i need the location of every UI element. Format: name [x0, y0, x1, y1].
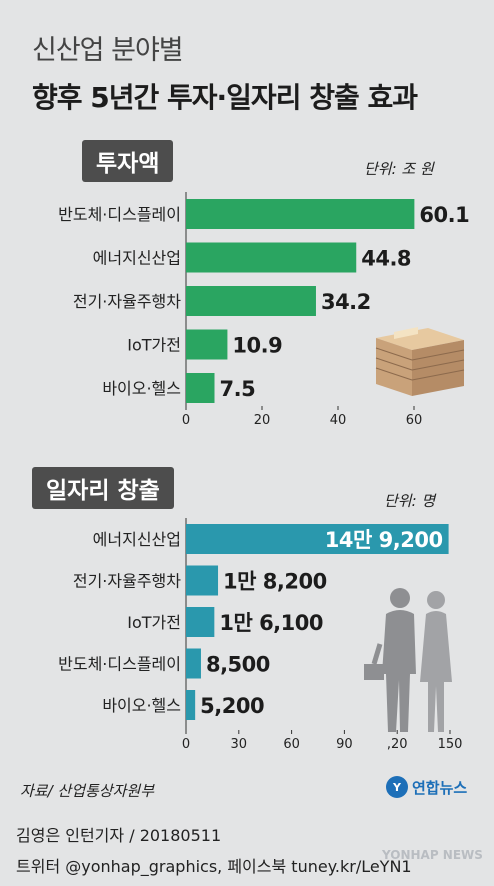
social-line: 트위터 @yonhap_graphics, 페이스북 tuney.kr/LeYN…	[16, 857, 412, 876]
category-label: 에너지신산업	[93, 530, 181, 549]
value-label: 5,200	[200, 694, 264, 718]
value-label: 1만 6,100	[219, 611, 323, 635]
jobs-unit-label: 단위: 명	[384, 492, 436, 510]
jobs-section-label: 일자리 창출	[32, 467, 174, 509]
value-label: 34.2	[321, 290, 371, 314]
headline: 신산업 분야별	[32, 35, 184, 66]
bar	[186, 242, 357, 273]
bar	[186, 690, 196, 720]
value-label: 7.5	[220, 377, 256, 401]
category-label: 반도체·디스플레이	[58, 655, 181, 674]
category-label: IoT가전	[127, 613, 181, 632]
category-label: 바이오·헬스	[102, 696, 181, 715]
source-note: 자료/ 산업통상자원부	[20, 782, 155, 800]
x-tick-label: 60	[406, 413, 423, 428]
yonhap-logo: Y 연합뉴스	[386, 776, 467, 798]
value-label: 14만 9,200	[325, 528, 443, 552]
category-label: IoT가전	[127, 336, 181, 355]
bar	[186, 329, 228, 360]
bar	[186, 565, 219, 596]
money-stack-icon	[375, 327, 465, 396]
x-tick-label: 40	[330, 413, 347, 428]
x-tick-label: 30	[231, 737, 248, 752]
value-label: 10.9	[232, 334, 282, 358]
bar	[186, 607, 215, 637]
value-label: 60.1	[419, 203, 469, 227]
x-tick-label: 90	[336, 737, 353, 752]
x-tick-label: 60	[283, 737, 300, 752]
chart-title: 향후 5년간 투자·일자리 창출 효과	[32, 81, 418, 114]
watermark: YONHAP NEWS	[382, 848, 483, 862]
bar	[186, 199, 415, 229]
bar	[186, 286, 316, 316]
credit-line: 김영은 인턴기자 / 20180511	[16, 826, 222, 845]
business-people-icon	[364, 588, 452, 732]
category-label: 전기·자율주행차	[73, 292, 181, 311]
investment-section-label: 투자액	[82, 140, 174, 182]
x-tick-label: 150	[438, 737, 463, 752]
category-label: 바이오·헬스	[102, 379, 181, 398]
value-label: 8,500	[206, 653, 270, 677]
x-tick-label: 0	[182, 413, 190, 428]
x-tick-label: ,20	[387, 737, 408, 752]
bar	[186, 373, 215, 403]
category-label: 에너지신산업	[93, 249, 181, 268]
bar	[186, 524, 449, 554]
x-tick-label: 0	[182, 737, 190, 752]
logo-text: 연합뉴스	[412, 778, 468, 797]
yonhap-logo-icon: Y	[386, 776, 408, 798]
x-tick-label: 20	[254, 413, 271, 428]
bar	[186, 648, 201, 679]
value-label: 1만 8,200	[223, 570, 327, 594]
investment-unit-label: 단위: 조 원	[364, 160, 434, 178]
value-label: 44.8	[361, 247, 411, 271]
category-label: 반도체·디스플레이	[58, 205, 181, 224]
category-label: 전기·자율주행차	[73, 572, 181, 591]
